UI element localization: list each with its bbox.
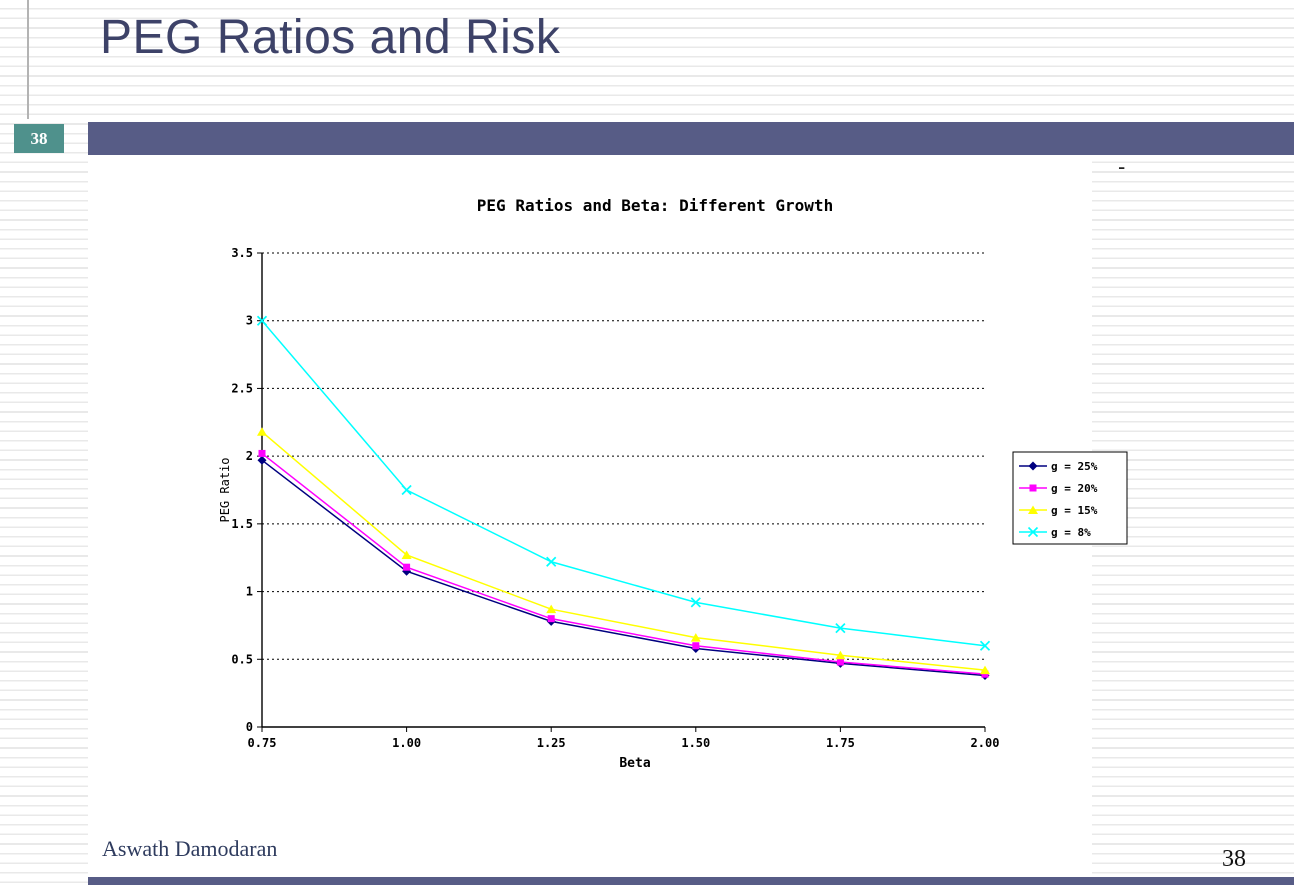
marker-diamond-icon	[257, 455, 267, 465]
marker-square-icon	[403, 563, 411, 571]
page-title: PEG Ratios and Risk	[100, 11, 561, 64]
x-tick-label: 0.75	[248, 736, 277, 750]
series-line-g20	[261, 452, 986, 675]
marker-x-icon	[690, 597, 701, 608]
legend-label: g = 25%	[1051, 460, 1098, 473]
y-axis-label: PEG Ratio	[218, 457, 232, 522]
decoration-vertical-line	[27, 0, 29, 119]
y-tick-label: 2.5	[231, 381, 253, 395]
series-line-g25	[261, 459, 986, 677]
header-bar	[88, 122, 1294, 155]
top-right-dash: -	[1118, 154, 1126, 179]
marker-diamond-icon	[1028, 461, 1038, 471]
x-tick-label: 1.75	[826, 736, 855, 750]
marker-x-icon	[1027, 526, 1039, 538]
marker-x-icon	[256, 315, 268, 326]
marker-square-icon	[836, 658, 844, 666]
series-line-g15	[261, 431, 986, 671]
content-panel	[88, 155, 1092, 885]
x-axis-label: Beta	[619, 756, 650, 771]
marker-triangle-icon	[980, 665, 990, 675]
marker-square-icon	[692, 642, 700, 650]
peg-ratio-chart: 0 0.5 1 1.5 2 2.5 3 3.5 0.75 1.00 1.25 1.50 1.75 2.00…	[218, 196, 1128, 771]
marker-square-icon	[258, 449, 266, 457]
marker-x-icon	[546, 556, 557, 567]
y-tick-label: 1.5	[231, 517, 253, 531]
marker-square-icon	[547, 615, 555, 623]
y-tick-label: 0	[246, 720, 253, 734]
x-tick-label: 1.50	[681, 736, 710, 750]
y-tick-label: 3.5	[231, 246, 253, 260]
slide-number-badge: 38	[14, 124, 64, 153]
marker-x-icon	[401, 484, 412, 496]
marker-square-icon	[981, 670, 989, 678]
marker-x-icon	[835, 623, 846, 634]
legend-label: g = 20%	[1051, 482, 1098, 495]
marker-triangle-icon	[257, 427, 267, 436]
marker-triangle-icon	[690, 633, 701, 642]
marker-triangle-icon	[835, 650, 846, 660]
y-tick-label: 3	[246, 314, 253, 328]
marker-triangle-icon	[401, 550, 412, 560]
chart-title: PEG Ratios and Beta: Different Growth	[477, 196, 833, 215]
legend-label: g = 8%	[1051, 526, 1091, 539]
marker-triangle-icon	[546, 604, 557, 614]
y-tick-label: 2	[246, 449, 253, 463]
footer-page-number: 38	[1222, 846, 1246, 872]
y-tick-label: 0.5	[231, 652, 253, 666]
marker-square-icon	[1029, 484, 1037, 492]
footer-author: Aswath Damodaran	[102, 836, 278, 861]
x-tick-label: 2.00	[971, 736, 1000, 750]
legend-label: g = 15%	[1051, 504, 1098, 517]
series-line-g8	[261, 320, 986, 647]
bottom-bar	[88, 877, 1294, 885]
y-tick-label: 1	[246, 585, 253, 599]
x-tick-label: 1.25	[537, 736, 566, 750]
x-tick-label: 1.00	[392, 736, 421, 750]
marker-triangle-icon	[1028, 505, 1038, 514]
marker-x-icon	[979, 640, 991, 651]
